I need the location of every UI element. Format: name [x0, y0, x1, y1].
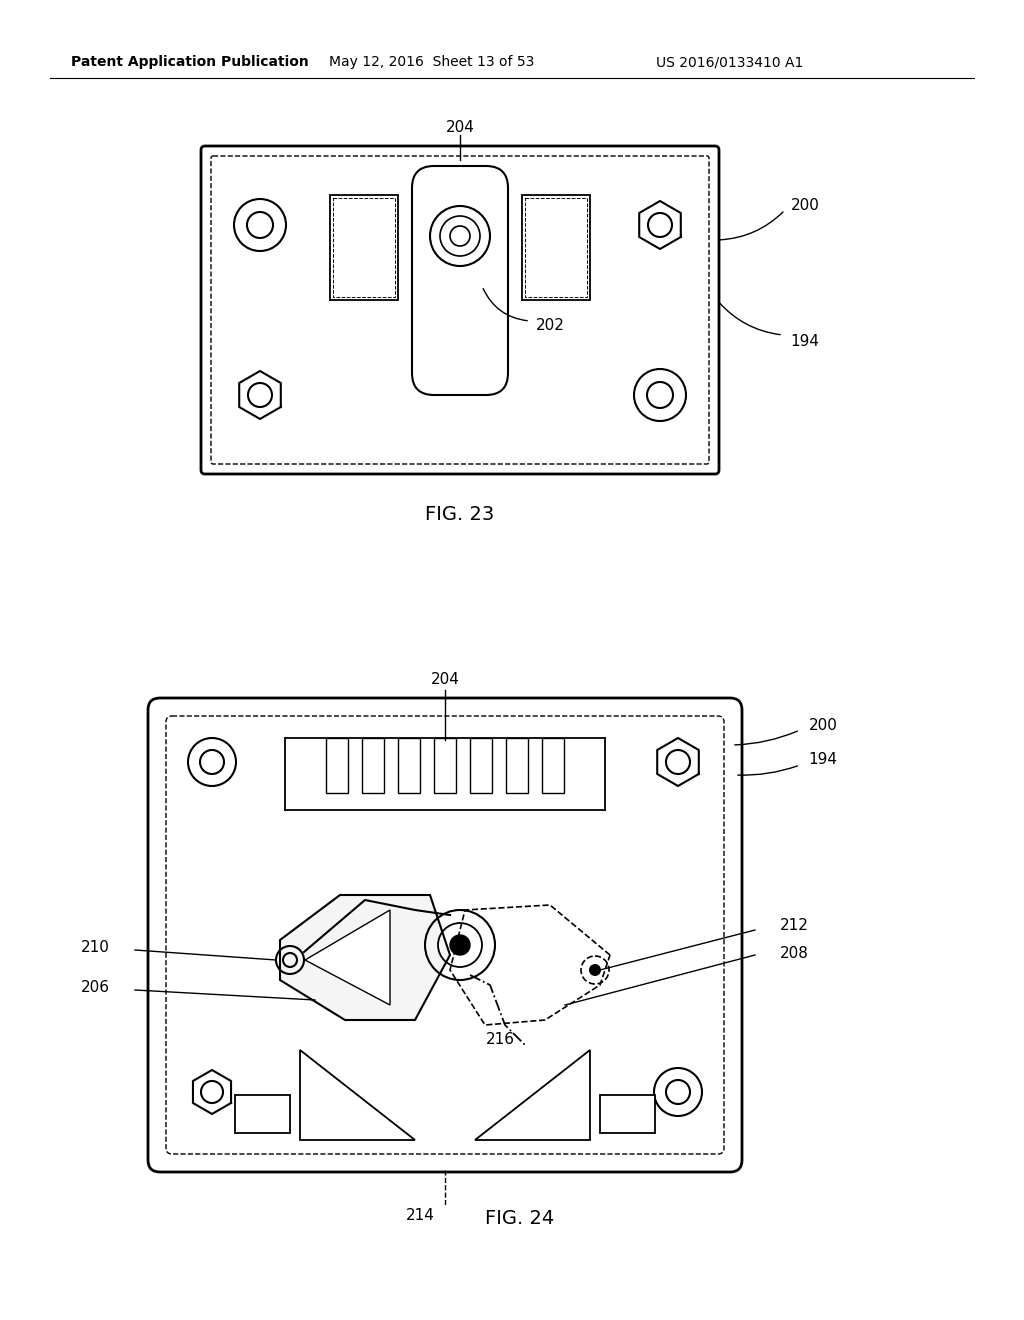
FancyBboxPatch shape	[148, 698, 742, 1172]
Text: 210: 210	[81, 940, 110, 956]
Text: 206: 206	[81, 981, 110, 995]
Text: 202: 202	[536, 318, 564, 334]
Polygon shape	[305, 909, 390, 1005]
Text: May 12, 2016  Sheet 13 of 53: May 12, 2016 Sheet 13 of 53	[330, 55, 535, 69]
Text: Patent Application Publication: Patent Application Publication	[71, 55, 309, 69]
Polygon shape	[280, 895, 450, 1020]
Bar	[600, 1096, 655, 1133]
Bar	[330, 195, 398, 300]
Bar	[398, 738, 420, 793]
Polygon shape	[300, 1049, 415, 1140]
Bar	[525, 198, 587, 297]
Bar	[470, 738, 492, 793]
Polygon shape	[475, 1049, 590, 1140]
Bar	[542, 738, 564, 793]
Text: 208: 208	[780, 945, 809, 961]
Text: FIG. 24: FIG. 24	[485, 1209, 555, 1228]
Circle shape	[450, 935, 470, 954]
Text: 200: 200	[809, 718, 838, 733]
Text: 204: 204	[430, 672, 460, 688]
Bar	[333, 198, 395, 297]
Circle shape	[589, 964, 601, 975]
Text: 194: 194	[809, 752, 838, 767]
Bar	[434, 738, 456, 793]
Text: 214: 214	[406, 1208, 434, 1222]
FancyBboxPatch shape	[201, 147, 719, 474]
Text: US 2016/0133410 A1: US 2016/0133410 A1	[656, 55, 804, 69]
Text: 216: 216	[485, 1032, 514, 1048]
Bar	[326, 738, 348, 793]
Bar	[362, 738, 384, 793]
Text: 200: 200	[791, 198, 819, 213]
Bar	[506, 738, 528, 793]
Bar	[234, 1096, 290, 1133]
Text: 212: 212	[780, 917, 809, 932]
Text: FIG. 23: FIG. 23	[425, 506, 495, 524]
FancyBboxPatch shape	[412, 166, 508, 395]
Text: 204: 204	[445, 120, 474, 136]
Text: 194: 194	[791, 334, 819, 350]
Bar	[522, 195, 590, 300]
